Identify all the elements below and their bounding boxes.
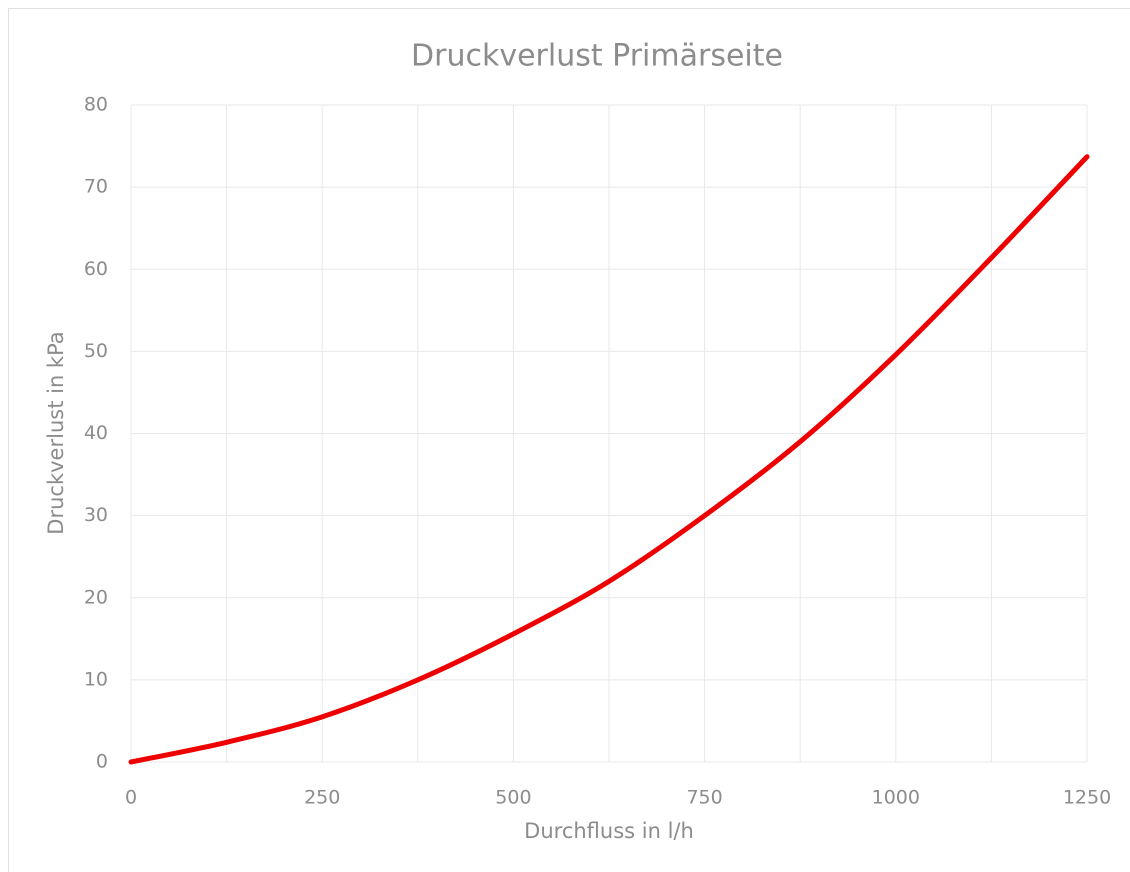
x-tick-label: 500 <box>495 787 531 809</box>
y-tick-label: 60 <box>84 258 108 280</box>
chart-frame <box>8 8 1130 872</box>
x-tick-label: 0 <box>125 787 137 809</box>
data-line <box>128 154 1090 765</box>
y-tick-label: 70 <box>84 176 108 198</box>
x-tick-label: 250 <box>304 787 340 809</box>
y-tick-label: 80 <box>84 94 108 116</box>
y-tick-label: 50 <box>84 340 108 362</box>
x-tick-label: 1250 <box>1063 787 1111 809</box>
y-tick-label: 0 <box>96 751 108 773</box>
y-tick-label: 30 <box>84 504 108 526</box>
chart-title: Druckverlust Primärseite <box>411 39 783 74</box>
x-tick-label: 1000 <box>872 787 920 809</box>
y-tick-label: 20 <box>84 586 108 608</box>
y-tick-label: 40 <box>84 422 108 444</box>
y-tick-label: 10 <box>84 668 108 690</box>
y-axis-label: Druckverlust in kPa <box>44 331 68 534</box>
x-axis-label: Durchfluss in l/h <box>524 819 694 843</box>
x-tick-label: 750 <box>686 787 722 809</box>
